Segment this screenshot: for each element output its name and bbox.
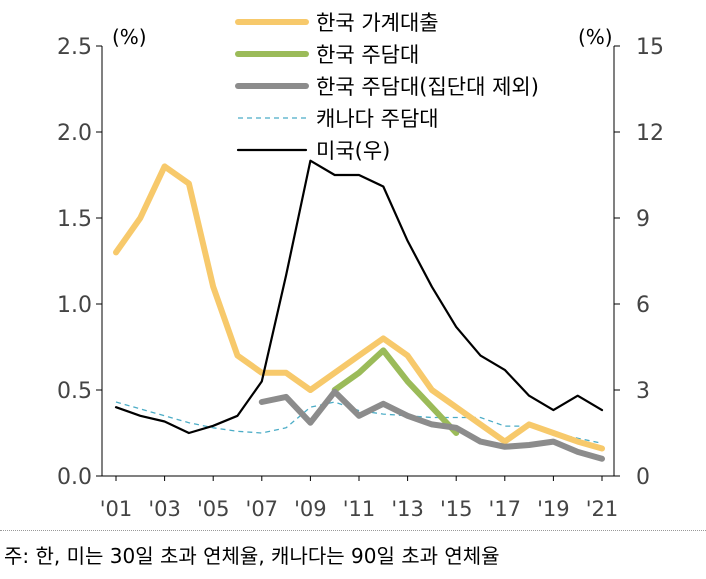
series-line-0 <box>113 163 605 452</box>
x-axis-tick-label: '19 <box>537 497 570 521</box>
right-axis-tick-label: 6 <box>636 293 650 318</box>
series-line-3 <box>115 401 603 444</box>
series-line-4 <box>114 159 604 435</box>
series-layer <box>113 159 605 462</box>
series-line-2 <box>258 388 605 462</box>
axis-ticks: 0.0 0.5 1.0 1.5 2.0 2.5 0 3 6 9 12 15 '01 '03 '05 '07 '0… <box>57 35 664 521</box>
legend-label-2: 한국 주담대(집단대 제외) <box>316 75 539 99</box>
right-axis-tick-label: 9 <box>636 207 650 232</box>
legend-label-1: 한국 주담대 <box>316 43 419 67</box>
footnote: 주: 한, 미는 30일 초과 연체율, 캐나다는 90일 초과 연체율 <box>4 544 500 568</box>
right-axis-tick-label: 0 <box>636 465 650 490</box>
x-axis-tick-label: '15 <box>440 497 473 521</box>
legend-label-3: 캐나다 주담대 <box>316 107 439 131</box>
line-chart: (%) (%) 0.0 0.5 1.0 1.5 2.0 2.5 0 3 6 9 12 15 '01 '03… <box>57 11 664 521</box>
x-axis-tick-label: '05 <box>197 497 230 521</box>
x-axis-tick-label: '09 <box>294 497 327 521</box>
x-axis-tick-label: '17 <box>489 497 522 521</box>
x-axis-tick-label: '01 <box>100 497 133 521</box>
series-line-1 <box>331 347 460 436</box>
left-axis-unit: (%) <box>112 25 147 49</box>
left-axis-tick-label: 2.5 <box>57 35 92 60</box>
left-axis-tick-label: 1.5 <box>57 207 92 232</box>
right-axis-tick-label: 12 <box>636 121 664 146</box>
right-axis-tick-label: 15 <box>636 35 664 60</box>
x-axis-tick-label: '21 <box>586 497 619 521</box>
x-axis-tick-label: '03 <box>148 497 181 521</box>
left-axis-tick-label: 0.0 <box>57 465 92 490</box>
footnote-divider <box>0 530 706 531</box>
left-axis-tick-label: 0.5 <box>57 379 92 404</box>
left-axis-tick-label: 1.0 <box>57 293 92 318</box>
left-axis-tick-label: 2.0 <box>57 121 92 146</box>
legend-label-0: 한국 가계대출 <box>316 11 439 35</box>
x-axis-tick-label: '13 <box>391 497 424 521</box>
x-axis-tick-label: '07 <box>246 497 279 521</box>
right-axis-unit: (%) <box>578 25 613 49</box>
right-axis-tick-label: 3 <box>636 379 650 404</box>
x-axis-tick-label: '11 <box>343 497 376 521</box>
legend-label-4: 미국(우) <box>316 139 390 163</box>
